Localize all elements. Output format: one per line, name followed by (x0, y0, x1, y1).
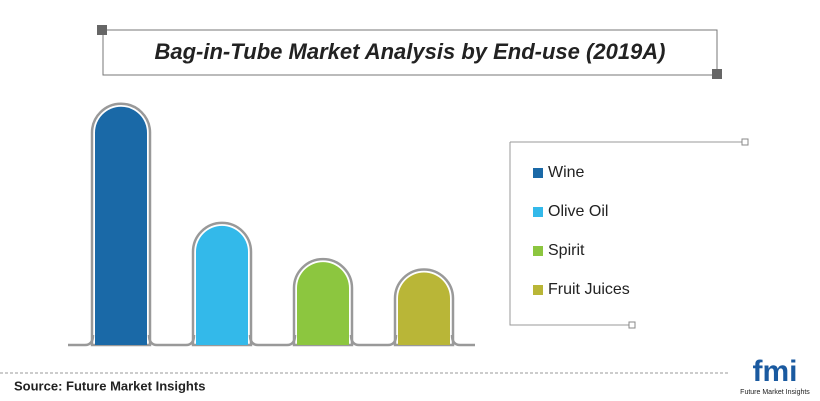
legend-swatch (533, 207, 543, 217)
tube-outline (393, 268, 455, 347)
logo: fmi (753, 355, 798, 388)
bar (398, 272, 450, 345)
title-corner (97, 25, 107, 35)
legend-label: Fruit Juices (548, 281, 630, 298)
legend-corner (628, 321, 636, 329)
baseline (68, 334, 475, 347)
bar (196, 225, 248, 345)
bar (95, 106, 147, 346)
tube-outline (90, 102, 152, 347)
bar (297, 262, 349, 345)
title-corner (712, 69, 722, 79)
legend-label: Olive Oil (548, 203, 608, 220)
legend-corner (741, 138, 749, 146)
legend-swatch (533, 246, 543, 256)
legend-swatch (533, 285, 543, 295)
title-box (102, 29, 718, 76)
legend-label: Wine (548, 164, 585, 181)
legend-label: Spirit (548, 242, 585, 259)
legend-swatch (533, 168, 543, 178)
legend-frame (509, 141, 745, 326)
logo-subtext: Future Market Insights (740, 389, 810, 396)
chart-title: Bag-in-Tube Market Analysis by End-use (… (154, 39, 665, 64)
tube-outline (191, 221, 253, 347)
tube-outline (292, 257, 354, 347)
source: Source: Future Market Insights (14, 378, 205, 393)
